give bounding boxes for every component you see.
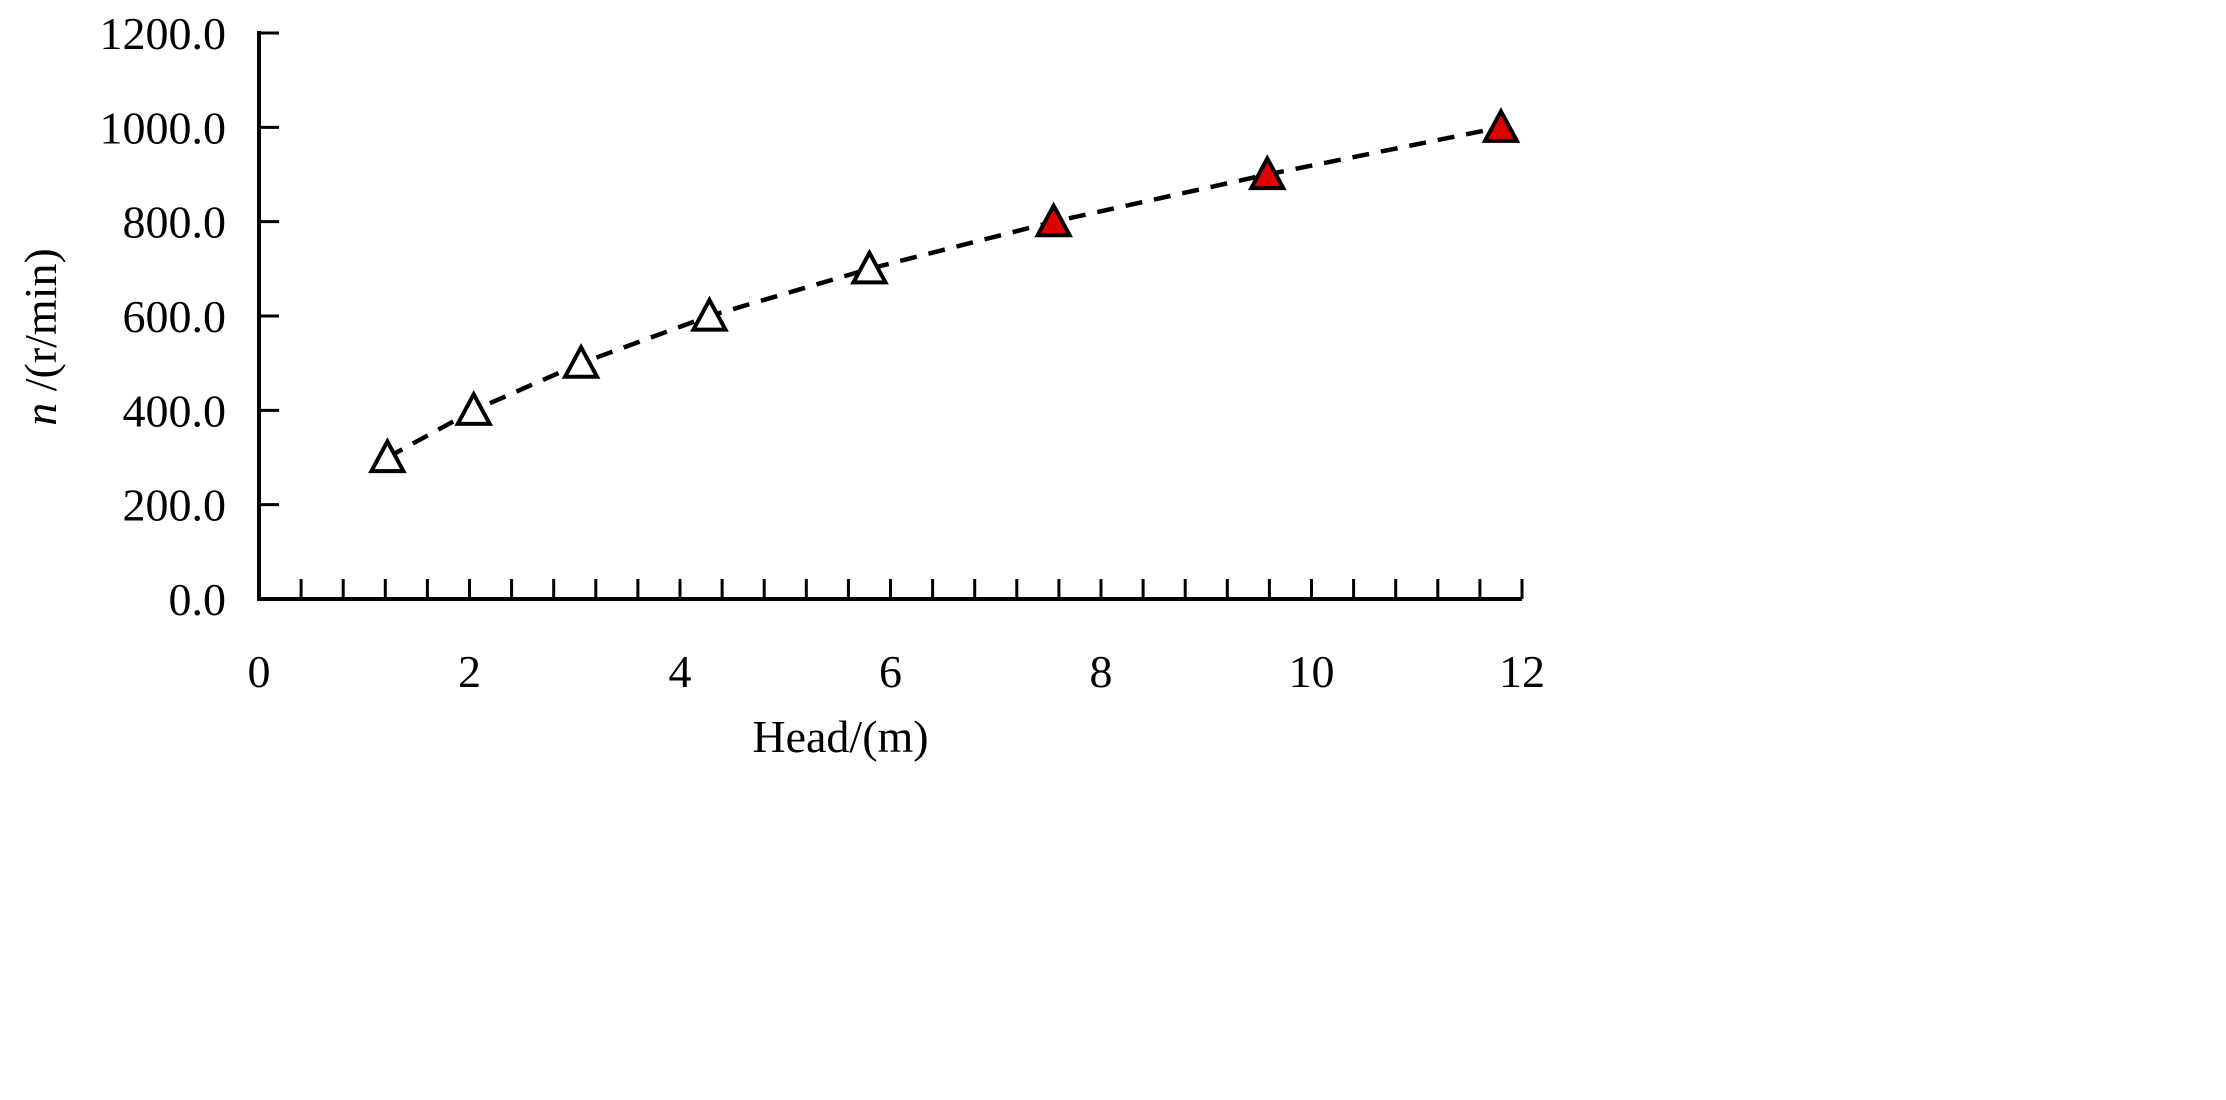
x-axis-ticks: 0 2 4 6 8 10 12	[248, 579, 1545, 697]
x-tick-label: 0	[248, 646, 271, 697]
axes	[257, 31, 1522, 601]
data-point-marker	[850, 248, 889, 285]
data-point-marker	[561, 342, 601, 379]
markers-group	[368, 107, 1521, 474]
y-axis-title: n /(r/min)	[15, 248, 66, 426]
y-tick-label: 1200.0	[100, 8, 227, 59]
x-tick-label: 4	[669, 646, 692, 697]
data-point-marker	[368, 437, 407, 474]
y-axis-ticks: 0.0 200.0 400.0 600.0 800.0 1000.0 1200.0	[100, 8, 279, 625]
y-axis-title-unit: /(r/min)	[15, 248, 66, 403]
data-point-marker	[690, 295, 729, 332]
y-tick-label: 800.0	[123, 197, 227, 248]
x-axis-title: Head/(m)	[752, 711, 928, 762]
x-tick-label: 8	[1090, 646, 1113, 697]
data-point-marker	[1481, 107, 1521, 143]
data-point-marker	[454, 390, 494, 426]
x-tick-label: 10	[1289, 646, 1335, 697]
y-tick-label: 400.0	[123, 385, 227, 436]
series-line-group	[386, 125, 1502, 460]
data-point-marker	[1034, 201, 1073, 238]
y-tick-label: 200.0	[123, 480, 227, 531]
x-tick-label: 2	[458, 646, 481, 697]
chart: 0 2 4 6 8 10 12 0.0 200.0 400.0 600.0 800.0 1000.0 1…	[15, 8, 1545, 762]
series-line	[386, 125, 1502, 460]
y-axis-title-symbol: n	[15, 403, 66, 426]
y-tick-label: 0.0	[169, 574, 227, 625]
x-tick-label: 6	[879, 646, 902, 697]
y-tick-label: 600.0	[123, 291, 227, 342]
x-tick-label: 12	[1499, 646, 1545, 697]
data-point-marker	[1247, 154, 1287, 191]
y-tick-label: 1000.0	[100, 102, 227, 153]
